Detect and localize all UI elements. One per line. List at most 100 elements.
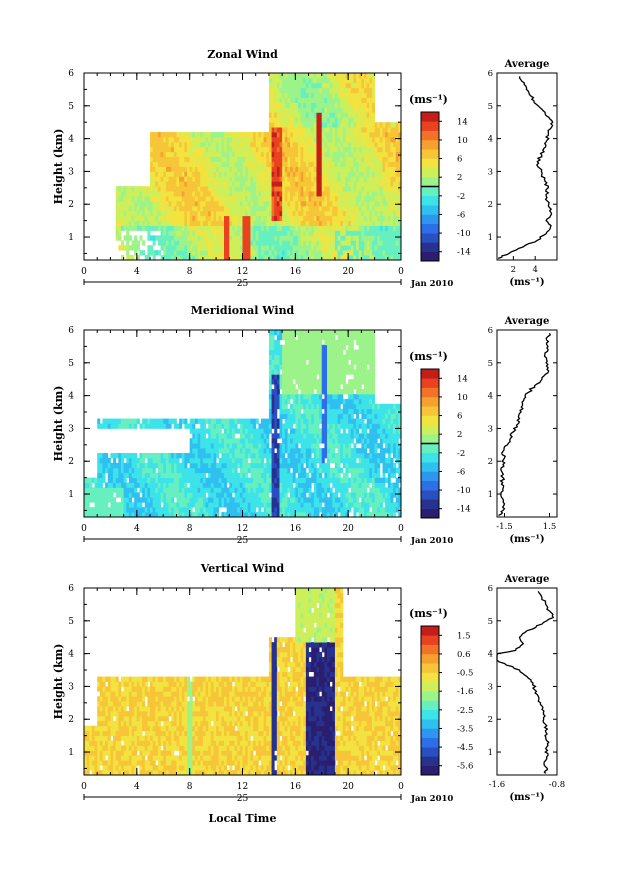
heatmap-cell: [163, 161, 167, 167]
heatmap-cell: [284, 477, 288, 483]
heatmap-cell: [200, 462, 204, 469]
heatmap-cell: [287, 250, 291, 256]
heatmap-cell: [226, 215, 230, 222]
heatmap-cell: [142, 467, 146, 474]
heatmap-cell: [292, 403, 296, 410]
heatmap-cell: [398, 151, 402, 158]
heatmap-cell: [395, 136, 399, 143]
heatmap-cell: [366, 87, 370, 94]
heatmap-cell: [181, 132, 185, 138]
heatmap-cell: [218, 156, 222, 162]
heatmap-cell: [327, 215, 331, 222]
heatmap-cell: [181, 492, 185, 498]
heatmap-cell: [247, 428, 251, 434]
heatmap-cell: [226, 512, 230, 518]
heatmap-cell: [271, 220, 275, 226]
heatmap-cell: [350, 117, 354, 123]
heatmap-cell: [295, 127, 299, 133]
heatmap-cell: [194, 200, 198, 207]
heatmap-cell: [99, 512, 103, 518]
heatmap-cell: [110, 418, 114, 424]
heatmap-cell: [234, 141, 238, 148]
heatmap-cell: [226, 136, 230, 143]
heatmap-cell: [221, 166, 225, 172]
heatmap-cell: [364, 225, 368, 231]
heatmap-cell: [266, 191, 270, 197]
heatmap-cell: [189, 191, 193, 197]
heatmap-cell: [165, 186, 169, 192]
heatmap-cell: [287, 117, 291, 123]
heatmap-cell: [284, 127, 288, 133]
heatmap-cell: [356, 200, 360, 207]
heatmap-cell: [287, 482, 291, 488]
heatmap-cell: [274, 245, 278, 251]
heatmap-cell: [128, 220, 132, 226]
colorbar-unit: (ms⁻¹): [409, 93, 448, 106]
heatmap-cell: [319, 122, 323, 128]
heatmap-cell: [231, 255, 235, 261]
heatmap-cell: [202, 423, 206, 429]
heatmap-cell: [271, 176, 275, 182]
heatmap-cell: [290, 191, 294, 197]
heatmap-cell: [150, 462, 154, 469]
heatmap-cell: [86, 507, 90, 513]
heatmap-cell: [334, 191, 338, 197]
heatmap-cell: [393, 215, 397, 222]
heatmap-cell: [371, 210, 375, 217]
heatmap-cell: [224, 423, 228, 429]
heatmap-cell: [263, 462, 267, 469]
heatmap-cell: [224, 428, 228, 434]
heatmap-cell: [136, 472, 140, 479]
heatmap-cell: [276, 220, 280, 226]
heatmap-cell: [173, 487, 177, 493]
heatmap-cell: [147, 205, 151, 212]
heatmap-cell: [131, 210, 135, 217]
heatmap-cell: [308, 161, 312, 167]
heatmap-cell: [340, 156, 344, 162]
heatmap-cell: [319, 102, 323, 108]
heatmap-cell: [255, 191, 259, 197]
heatmap-cell: [168, 181, 172, 187]
colorbar-tick-label: 14: [457, 117, 468, 127]
heatmap-cell: [371, 146, 375, 153]
average-profile-line: [497, 76, 554, 259]
heatmap-cell: [350, 230, 354, 236]
heatmap-cell: [181, 141, 185, 148]
heatmap-cell: [266, 186, 270, 192]
heatmap-cell: [303, 141, 307, 148]
heatmap-cell: [150, 196, 154, 202]
heatmap-cell: [216, 507, 220, 513]
heatmap-cell: [295, 107, 299, 113]
heatmap-cell: [282, 225, 286, 231]
heatmap-cell: [290, 433, 294, 439]
heatmap-cell: [197, 472, 201, 479]
heatmap-cell: [300, 477, 304, 483]
heatmap-cell: [226, 255, 230, 261]
heatmap-cell: [173, 176, 177, 182]
heatmap-cell: [271, 408, 275, 415]
heatmap-cell: [268, 136, 272, 143]
heatmap-cell: [245, 255, 249, 261]
heatmap-cell: [292, 389, 296, 395]
heatmap-cell: [173, 482, 177, 488]
heatmap-cell: [276, 181, 280, 187]
heatmap-cell: [226, 448, 230, 454]
heatmap-cell: [187, 240, 191, 246]
heatmap-cell: [189, 438, 193, 444]
heatmap-cell: [250, 220, 254, 226]
heatmap-cell: [123, 196, 127, 202]
heatmap-cell: [342, 171, 346, 177]
heatmap-cell: [311, 354, 315, 360]
heatmap-cell: [345, 127, 349, 133]
heatmap-cell: [295, 240, 299, 246]
heatmap-cell: [321, 141, 325, 148]
heatmap-cell: [324, 156, 328, 162]
heatmap-cell: [120, 220, 125, 226]
heatmap-cell: [324, 235, 328, 241]
heatmap-cell: [271, 462, 275, 469]
heatmap-cell: [374, 215, 378, 222]
heatmap-cell: [279, 364, 283, 370]
heatmap-cell: [303, 502, 307, 508]
heatmap-cell: [216, 255, 220, 261]
heatmap-cell: [382, 161, 386, 167]
